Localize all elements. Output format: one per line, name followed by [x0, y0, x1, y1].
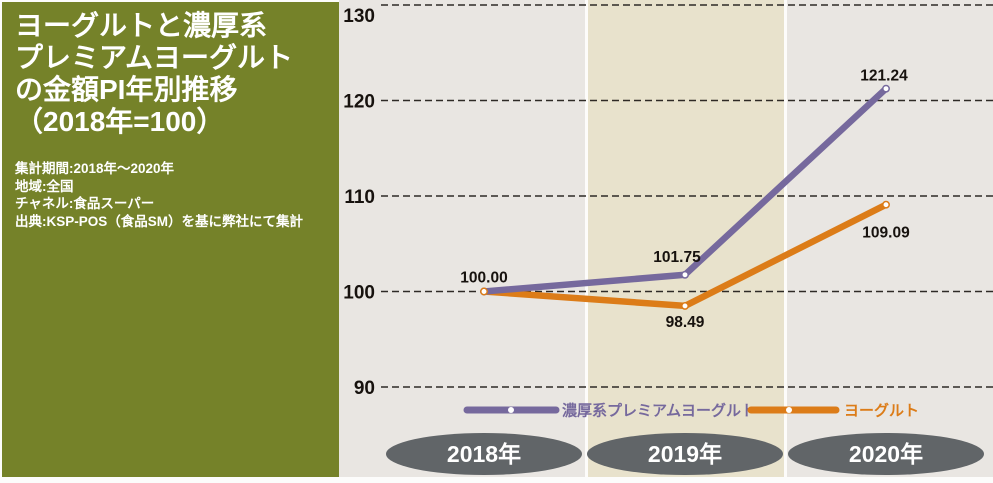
meta-line-channel: チャネル:食品スーパー — [15, 196, 155, 211]
year-axis-pill — [587, 433, 783, 475]
data-point-label: 109.09 — [862, 225, 910, 242]
data-point-label: 98.49 — [666, 314, 705, 331]
data-point-marker — [681, 270, 689, 279]
info-panel: ヨーグルトと濃厚系 プレミアムヨーグルト の金額PI年別推移 （2018年=10… — [2, 2, 339, 477]
chart-svg: 130 120 110 100 90 100.00 101.75 121.24 98.49 109… — [339, 0, 993, 477]
meta-line-region: 地域:全国 — [15, 178, 74, 194]
data-point-marker — [882, 200, 890, 209]
legend-dot — [786, 407, 792, 413]
meta-line-period: 集計期間:2018年～2020年 — [15, 161, 175, 176]
y-tick-label: 130 — [343, 6, 375, 27]
y-tick-label: 100 — [343, 283, 375, 304]
data-point-marker — [480, 287, 488, 296]
chart-area: 130 120 110 100 90 100.00 101.75 121.24 98.49 109… — [339, 0, 993, 483]
title-line: （2018年=100） — [15, 106, 225, 137]
year-axis-pill — [788, 433, 984, 475]
band-divider — [585, 0, 588, 477]
legend-label: 濃厚系プレミアムヨーグルト — [562, 402, 756, 420]
legend-label: ヨーグルト — [844, 402, 919, 420]
y-tick-label: 110 — [344, 187, 375, 208]
survey-metadata: 集計期間:2018年～2020年 地域:全国 チャネル:食品スーパー 出典:KS… — [15, 160, 329, 230]
y-tick-label: 90 — [354, 378, 375, 399]
y-tick-label: 120 — [343, 92, 375, 113]
data-point-label: 121.24 — [860, 68, 908, 85]
title-line: の金額PI年別推移 — [15, 74, 238, 105]
background-band — [339, 0, 585, 477]
data-point-label: 100.00 — [460, 270, 507, 287]
background-band — [588, 0, 784, 477]
page-title: ヨーグルトと濃厚系 プレミアムヨーグルト の金額PI年別推移 （2018年=10… — [15, 10, 329, 138]
meta-line-source: 出典:KSP-POS（食品SM）を基に弊社にて集計 — [15, 213, 304, 229]
year-axis-label: 2018年 — [447, 441, 521, 467]
data-point-marker — [681, 301, 689, 310]
year-axis-pill — [386, 433, 582, 475]
title-line: ヨーグルトと濃厚系 — [15, 10, 268, 41]
band-divider — [784, 0, 787, 477]
data-point-marker — [882, 84, 890, 93]
title-line: プレミアムヨーグルト — [15, 42, 294, 73]
data-point-label: 101.75 — [653, 249, 701, 266]
year-axis-label: 2020年 — [849, 441, 923, 467]
legend-dot — [508, 407, 514, 413]
year-axis-label: 2019年 — [648, 441, 722, 467]
